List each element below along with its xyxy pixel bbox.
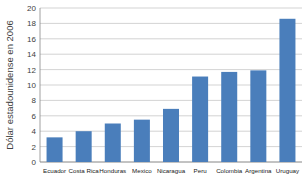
bar [250, 70, 266, 162]
bar [47, 137, 63, 162]
x-tick-label: Colombia [216, 167, 243, 174]
bar [279, 19, 295, 162]
grid-line [40, 8, 302, 9]
y-tick-label: 6 [32, 112, 37, 121]
x-tick-label: Honduras [99, 167, 126, 174]
y-tick-label: 20 [27, 4, 36, 13]
x-tick-label: Peru [194, 167, 208, 174]
y-tick-label: 12 [27, 66, 36, 75]
bar [221, 72, 237, 162]
x-tick-label: Mexico [132, 167, 152, 174]
y-axis-label: Dólar estadounidense en 2006 [4, 20, 15, 149]
y-tick-label: 14 [27, 50, 36, 59]
bar [163, 109, 179, 162]
bar [105, 124, 121, 163]
y-tick-label: 10 [27, 81, 36, 90]
grid-line [40, 54, 302, 55]
x-tick-label: Nicaragua [157, 167, 186, 174]
grid-line [40, 23, 302, 24]
bar [134, 120, 150, 162]
y-axis [40, 8, 41, 162]
chart-container: 0 2 4 6 8 10 12 14 16 18 20 EcuadorCosta RicaHondur… [0, 0, 306, 180]
grid-line [40, 38, 302, 39]
y-tick-label: 8 [32, 96, 37, 105]
grid-line [40, 69, 302, 70]
x-tick-label: Argentina [245, 167, 272, 174]
bars [47, 19, 296, 162]
y-tick-label: 18 [27, 19, 36, 28]
x-tick-label: Costa Rica [69, 167, 100, 174]
chart: 0 2 4 6 8 10 12 14 16 18 20 EcuadorCosta RicaHondur… [0, 0, 306, 180]
bar [192, 77, 208, 162]
y-tick-label: 2 [32, 143, 37, 152]
y-tick-label: 4 [32, 127, 37, 136]
y-tick-label: 16 [27, 35, 36, 44]
x-tick-label: Ecuador [43, 167, 66, 174]
x-tick-label: Uruguay [276, 167, 300, 174]
y-tick-label: 0 [32, 158, 37, 167]
bar [76, 131, 92, 162]
